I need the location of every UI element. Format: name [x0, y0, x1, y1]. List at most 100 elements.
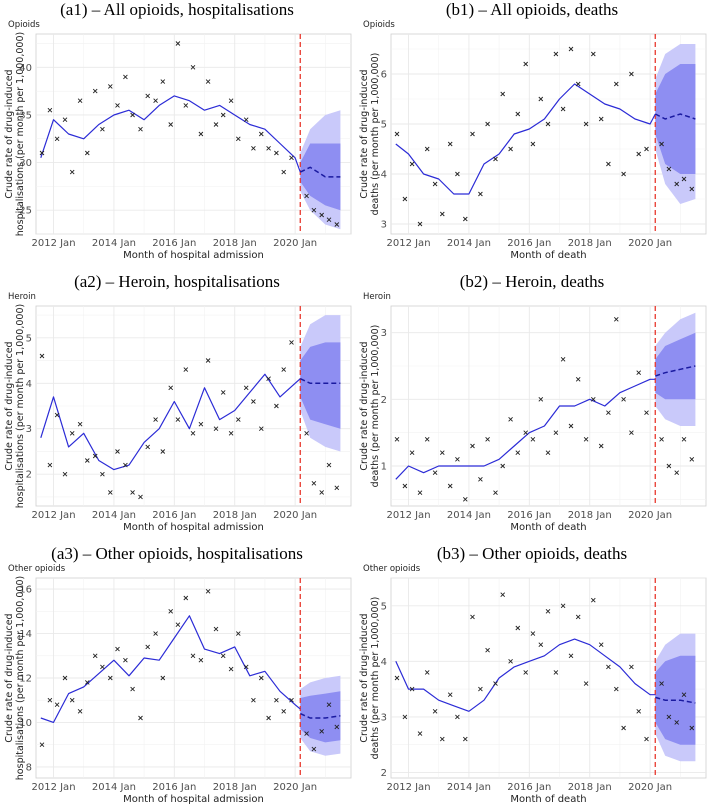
x-tick-label: 2012 Jan	[31, 238, 75, 249]
plot-area	[390, 305, 707, 507]
observed-point	[160, 79, 166, 84]
observed-point	[235, 631, 241, 636]
x-tick-label: 2014 Jan	[447, 510, 491, 521]
forecast-line	[299, 378, 341, 385]
observed-point	[168, 608, 174, 614]
observed-point	[583, 681, 589, 686]
observed-point	[138, 494, 143, 500]
observed-point	[258, 675, 264, 681]
observed-point	[455, 171, 460, 177]
observed-point	[666, 166, 672, 172]
observed-point	[462, 216, 468, 222]
observed-point	[553, 51, 559, 57]
y-axis-label: deaths (per month per 1,000,000)	[370, 597, 381, 760]
observed-point	[54, 412, 60, 418]
x-tick-label: 2018 Jan	[568, 782, 612, 793]
observed-point	[145, 93, 151, 99]
observed-point	[508, 658, 513, 664]
observed-point	[674, 720, 680, 725]
observed-point	[190, 430, 196, 436]
observed-point	[681, 436, 687, 442]
observed-point	[100, 664, 105, 670]
y-axis-label: Crude rate of drug-induced	[359, 69, 370, 198]
observed-point	[84, 680, 90, 685]
observed-point	[636, 370, 642, 376]
observed-point	[644, 410, 649, 416]
observed-point	[39, 353, 45, 359]
observed-point	[258, 131, 264, 137]
y-tick-label: 10	[19, 718, 32, 729]
x-axis-label: Month of hospital admission	[123, 250, 264, 261]
observed-point	[213, 426, 219, 432]
observed-point	[462, 496, 468, 502]
observed-point	[659, 141, 664, 147]
observed-point	[138, 126, 143, 132]
observed-point	[69, 430, 75, 436]
observed-point	[508, 146, 513, 152]
y-axis-label: deaths (per month per 1,000,000)	[370, 53, 381, 216]
observed-point	[493, 490, 498, 496]
observed-point	[47, 107, 53, 113]
observed-point	[183, 103, 189, 108]
observed-point	[598, 116, 604, 122]
observed-point	[243, 117, 249, 123]
panel-title: (a3) – Other opioids, hospitalisations	[51, 544, 303, 563]
forecast-line	[299, 166, 341, 178]
observed-point	[39, 150, 45, 156]
observed-point	[402, 483, 408, 489]
panel-a1: (a1) – All opioids, hospitalisations Opi…	[0, 0, 354, 264]
y-axis-label: Crude rate of drug-induced	[359, 613, 370, 742]
observed-point	[485, 647, 490, 653]
observed-point	[674, 181, 680, 187]
observed-point	[575, 614, 581, 620]
observed-point	[545, 121, 551, 127]
observed-point	[220, 653, 226, 659]
observed-point	[417, 221, 423, 227]
observed-point	[251, 697, 256, 703]
y-tick-label: 4	[381, 170, 387, 181]
observed-point	[689, 456, 695, 462]
x-tick-label: 2012 Jan	[31, 510, 75, 521]
observed-point	[304, 430, 309, 436]
y-tick-label: 35	[19, 110, 32, 121]
x-tick-label: 2014 Jan	[447, 238, 491, 249]
observed-point	[84, 150, 90, 156]
observed-point	[198, 421, 204, 427]
x-tick-label: 2016 Jan	[152, 510, 196, 521]
observed-point	[560, 356, 566, 362]
observed-point	[500, 91, 506, 97]
y-tick-label: 2	[381, 768, 387, 779]
observed-point	[160, 449, 166, 454]
y-axis-label: deaths (per month per 1,000,000)	[370, 325, 381, 488]
observed-point	[138, 715, 143, 721]
observed-point	[424, 670, 430, 675]
observed-point	[107, 490, 113, 495]
observed-point	[281, 169, 287, 175]
x-tick-label: 2012 Jan	[386, 782, 430, 793]
observed-point	[311, 207, 317, 213]
observed-point	[644, 736, 649, 742]
y-tick-label: 2	[381, 395, 387, 406]
y-axis-label: Crude rate of drug-induced	[4, 341, 15, 470]
observed-point	[583, 121, 589, 127]
fitted-line	[40, 615, 301, 723]
observed-point	[123, 74, 128, 80]
observed-point	[183, 595, 189, 601]
chart-subtitle: Opioids	[363, 20, 395, 30]
observed-point	[478, 191, 483, 197]
x-tick-label: 2014 Jan	[447, 782, 491, 793]
panel-b2: (b2) – Heroin, deaths Heroin 1 2 3 2012 Jan 2…	[355, 272, 709, 536]
observed-point	[266, 715, 271, 721]
observed-point	[281, 708, 287, 714]
observed-point	[69, 169, 75, 175]
observed-point	[394, 131, 400, 137]
observed-point	[515, 625, 521, 631]
observed-point	[69, 697, 75, 703]
chart-subtitle: Heroin	[363, 292, 391, 302]
y-tick-label: 6	[381, 70, 387, 81]
fitted-line	[395, 83, 656, 195]
x-tick-label: 2012 Jan	[31, 782, 75, 793]
fitted-line	[395, 378, 656, 480]
observed-point	[77, 708, 83, 714]
x-axis-label: Month of hospital admission	[123, 522, 264, 533]
